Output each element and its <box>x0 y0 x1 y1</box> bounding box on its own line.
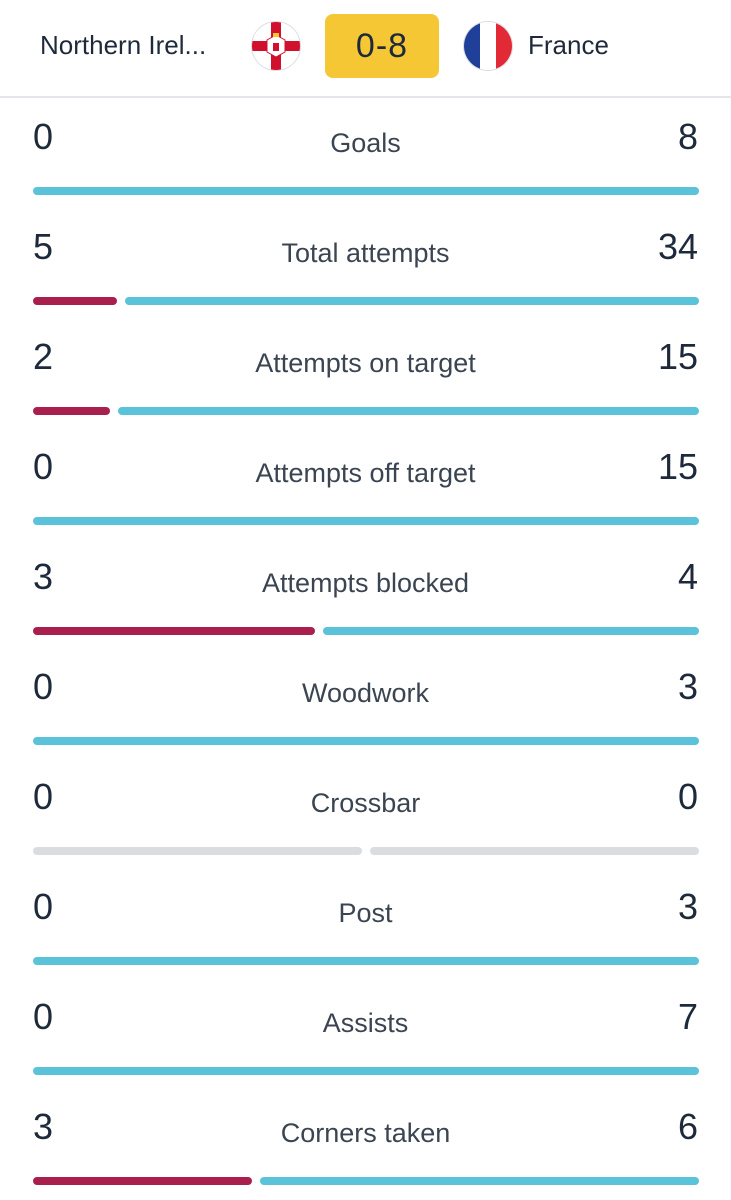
stat-label: Attempts blocked <box>261 568 470 598</box>
stat-label: Crossbar <box>310 788 421 818</box>
home-team-name[interactable]: Northern Irel... <box>40 30 207 60</box>
stat-label: Total attempts <box>281 238 450 268</box>
stat-comparison-bar <box>33 297 699 305</box>
away-stat-value: 0 <box>677 776 698 817</box>
away-stat-value: 15 <box>657 336 698 377</box>
stat-row: 0 Goals 8 <box>0 98 731 208</box>
stat-comparison-bar <box>33 737 699 745</box>
stat-row: 0 Assists 7 <box>0 978 731 1088</box>
northern-ireland-flag-icon <box>252 22 300 70</box>
france-flag-icon <box>464 22 512 70</box>
home-stat-value: 5 <box>33 226 54 267</box>
away-stat-value: 4 <box>677 556 698 597</box>
stat-row: 0 Attempts off target 15 <box>0 428 731 538</box>
away-stat-value: 3 <box>677 886 698 927</box>
home-bar <box>33 627 315 635</box>
away-bar <box>33 187 699 195</box>
away-bar <box>33 957 699 965</box>
stat-comparison-bar <box>33 1177 699 1185</box>
home-stat-value: 0 <box>33 446 54 487</box>
stat-comparison-bar <box>33 1067 699 1075</box>
stat-label: Corners taken <box>280 1118 451 1148</box>
stat-row: 5 Total attempts 34 <box>0 208 731 318</box>
away-stat-value: 15 <box>657 446 698 487</box>
stat-row: 0 Woodwork 3 <box>0 648 731 758</box>
stat-row: 3 Corners taken 6 <box>0 1088 731 1198</box>
away-bar <box>33 737 699 745</box>
home-stat-value: 0 <box>33 886 54 927</box>
away-stat-value: 7 <box>677 996 698 1037</box>
home-bar <box>33 1177 253 1185</box>
home-stat-value: 3 <box>33 556 54 597</box>
stat-row: 3 Attempts blocked 4 <box>0 538 731 648</box>
stat-comparison-bar <box>33 187 699 195</box>
stat-comparison-bar <box>33 957 699 965</box>
away-bar-empty <box>370 847 699 855</box>
home-stat-value: 3 <box>33 1106 54 1147</box>
away-bar <box>260 1177 699 1185</box>
home-stat-value: 0 <box>33 996 54 1037</box>
home-stat-value: 0 <box>33 116 54 157</box>
home-stat-value: 2 <box>33 336 54 377</box>
stat-comparison-bar <box>33 627 699 635</box>
away-stat-value: 8 <box>677 116 698 157</box>
stat-label: Attempts off target <box>255 458 476 488</box>
stat-comparison-bar <box>33 407 699 415</box>
stat-row: 2 Attempts on target 15 <box>0 318 731 428</box>
home-stat-value: 0 <box>33 666 54 707</box>
match-header: Northern Irel... 0-8 France <box>0 0 731 98</box>
stat-row: 0 Crossbar 0 <box>0 758 731 868</box>
away-stat-value: 6 <box>677 1106 698 1147</box>
away-bar <box>118 407 699 415</box>
stat-label: Post <box>338 898 393 928</box>
away-bar <box>33 1067 699 1075</box>
away-bar <box>33 517 699 525</box>
stat-comparison-bar <box>33 847 699 855</box>
away-stat-value: 3 <box>677 666 698 707</box>
home-stat-value: 0 <box>33 776 54 817</box>
stats-list: 0 Goals 8 5 Total attempts 34 2 Attempts on tar… <box>0 98 731 1198</box>
score-badge[interactable]: 0-8 <box>325 14 439 78</box>
home-bar <box>33 297 118 305</box>
stat-comparison-bar <box>33 517 699 525</box>
stat-label: Attempts on target <box>255 348 476 378</box>
away-stat-value: 34 <box>657 226 698 267</box>
stat-label: Woodwork <box>301 678 430 708</box>
stat-label: Goals <box>330 128 401 158</box>
home-bar-empty <box>33 847 362 855</box>
home-bar <box>33 407 111 415</box>
away-bar <box>125 297 699 305</box>
stat-label: Assists <box>322 1008 409 1038</box>
away-bar <box>323 627 699 635</box>
away-team-name[interactable]: France <box>528 30 609 60</box>
stat-row: 0 Post 3 <box>0 868 731 978</box>
